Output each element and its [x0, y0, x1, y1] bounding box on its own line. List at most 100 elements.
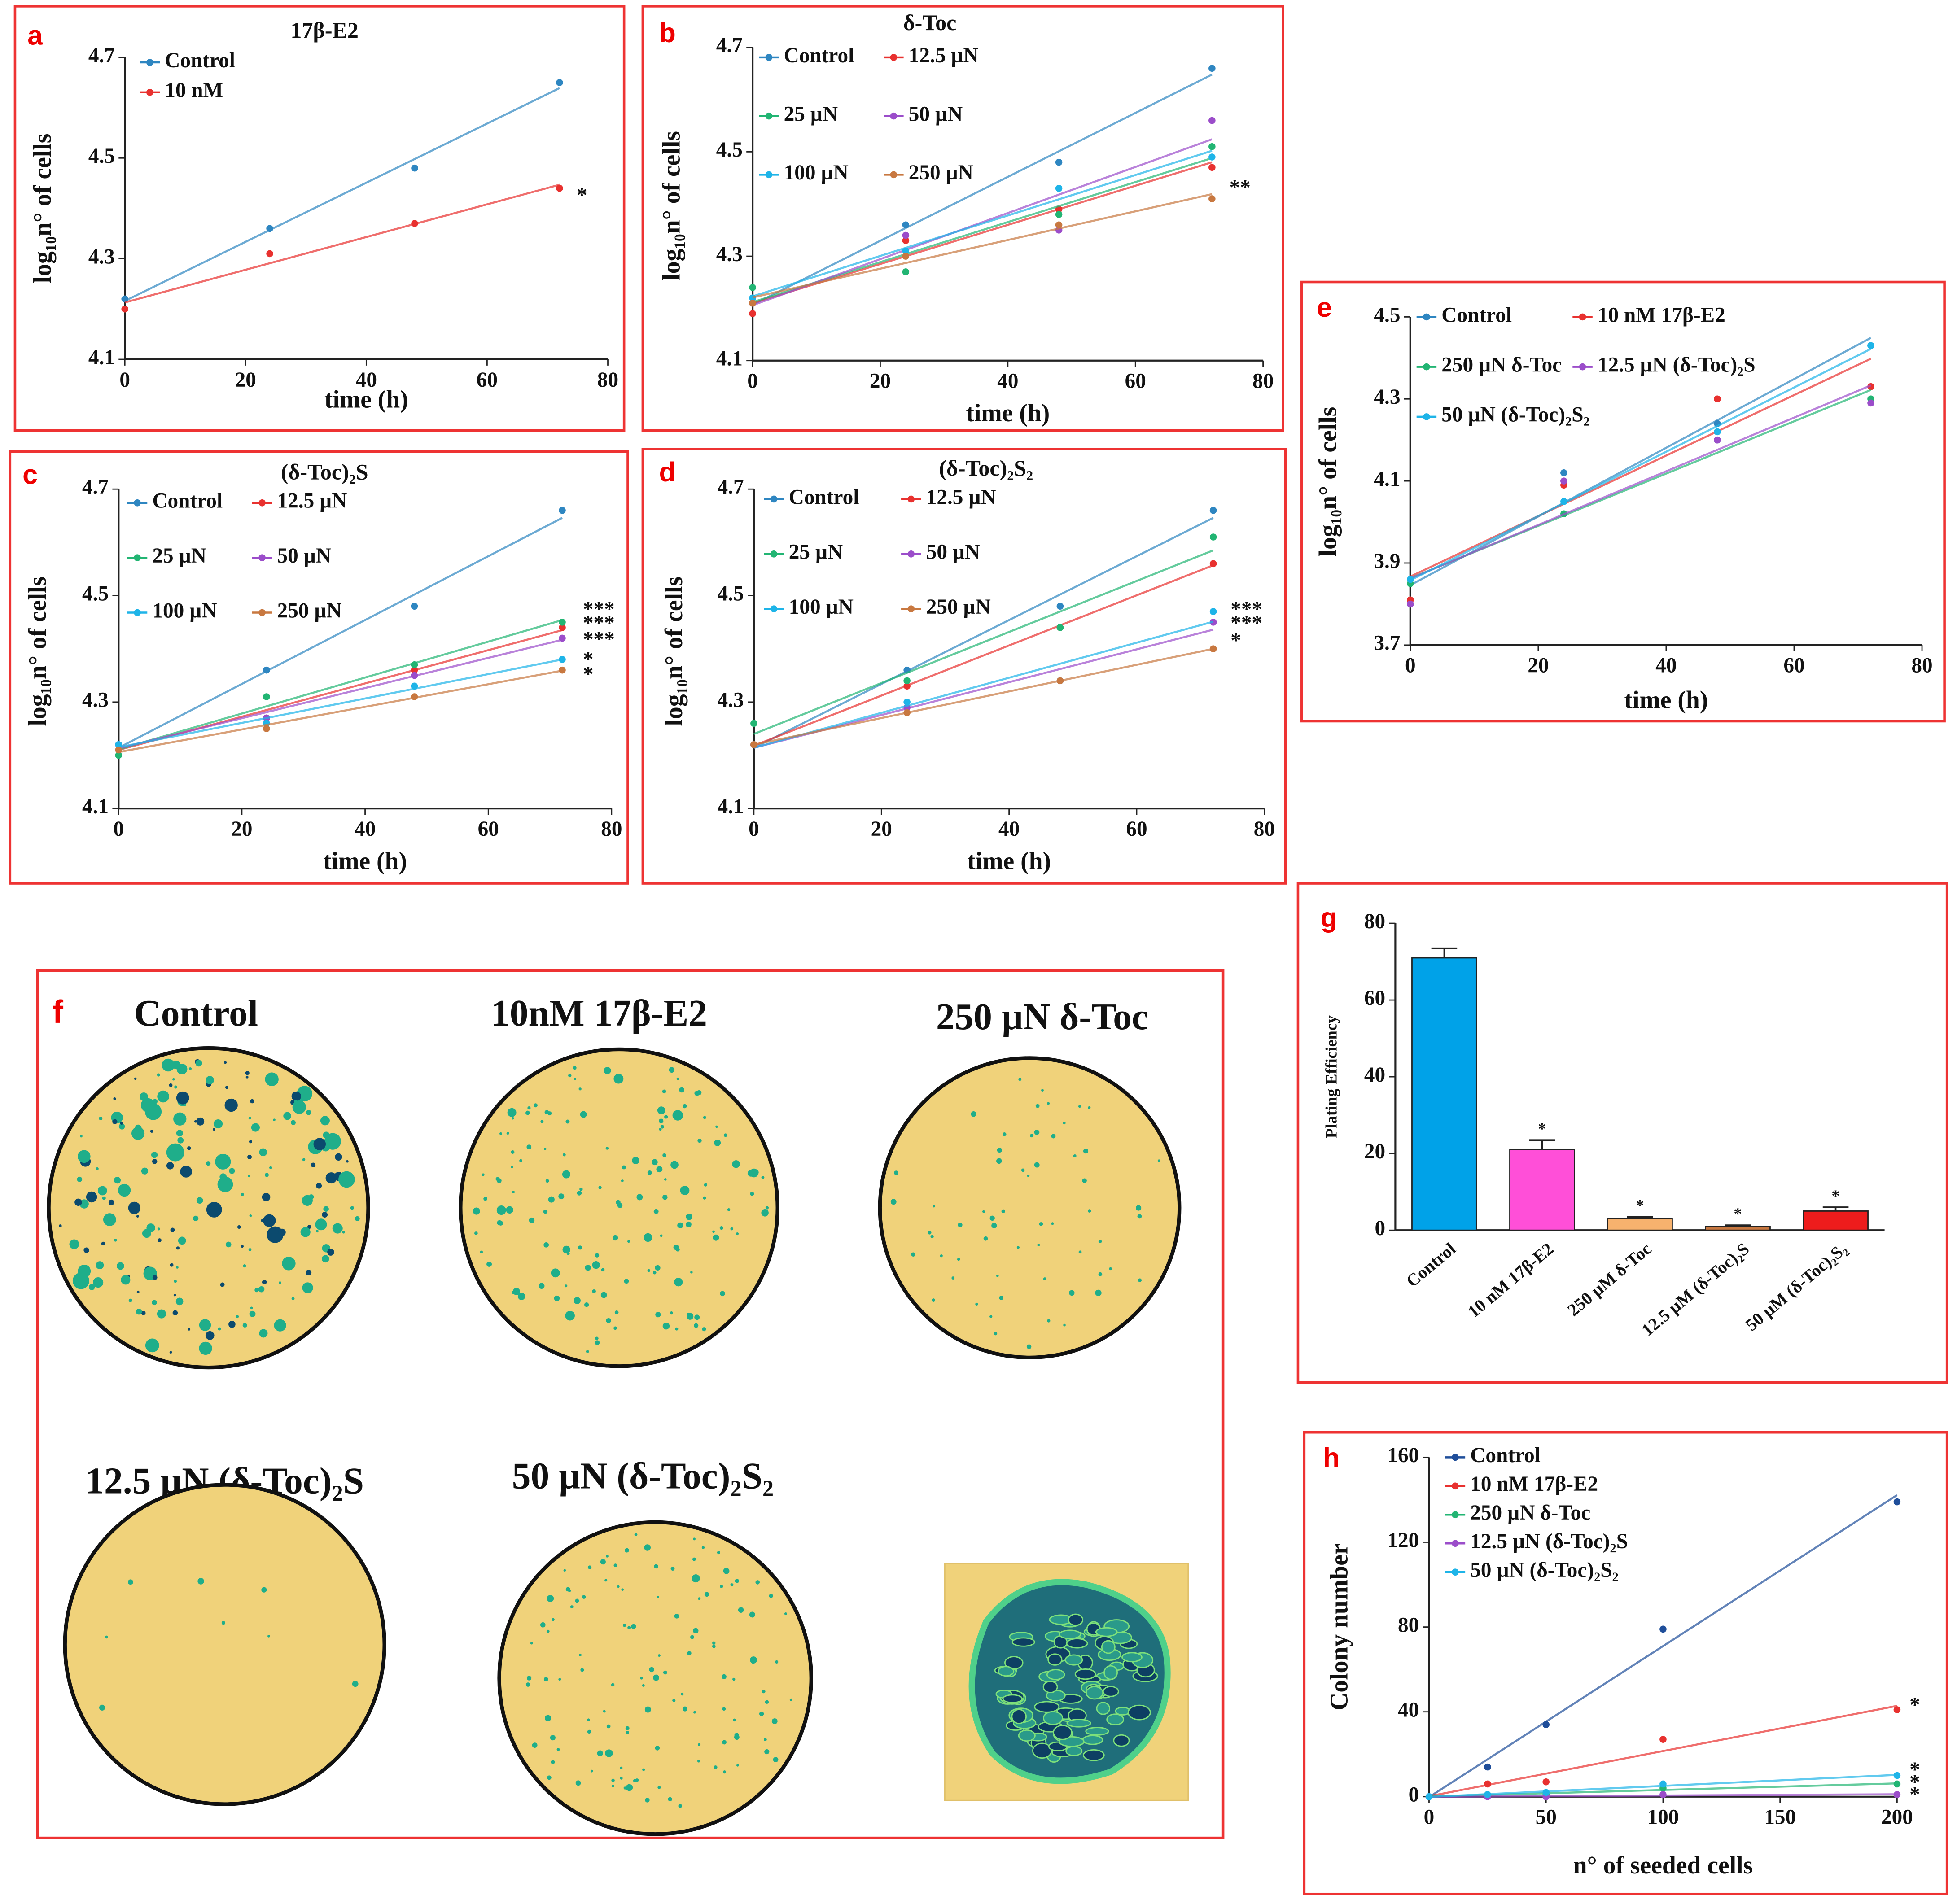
- colony: [157, 1090, 169, 1103]
- colony: [78, 1150, 91, 1163]
- data-point: [749, 284, 756, 291]
- colony: [539, 1283, 545, 1289]
- colony: [261, 1587, 267, 1593]
- colony: [664, 1178, 667, 1181]
- colony: [212, 1128, 215, 1131]
- colony: [652, 1159, 658, 1166]
- trend-line: [753, 620, 1214, 749]
- trend-line: [118, 669, 563, 753]
- colony: [655, 1312, 661, 1318]
- error-bar: [1627, 1216, 1653, 1219]
- colony: [654, 1564, 658, 1569]
- colony: [657, 1106, 665, 1114]
- legend-label: 10 nM: [165, 79, 223, 102]
- colony: [698, 1597, 701, 1600]
- colony: [640, 1676, 643, 1680]
- colony: [578, 1653, 582, 1657]
- colony: [563, 1569, 566, 1572]
- colony: [199, 1319, 211, 1331]
- colony: [136, 1308, 142, 1315]
- colony: [99, 1704, 105, 1711]
- x-tick-label: 80: [601, 817, 622, 841]
- colony: [323, 1131, 330, 1139]
- colony: [556, 1748, 560, 1751]
- data-point: [1560, 477, 1567, 485]
- colony: [108, 1199, 114, 1205]
- colony: [605, 1749, 613, 1757]
- colony: [686, 1214, 692, 1220]
- colony: [670, 1161, 679, 1169]
- colony: [1035, 1104, 1040, 1108]
- colony: [734, 1733, 739, 1738]
- colony: [662, 1322, 670, 1330]
- colony: [218, 1327, 221, 1331]
- colony: [247, 1154, 252, 1159]
- chart-title: (δ-Toc)₂S: [281, 459, 368, 484]
- colony: [88, 1284, 95, 1290]
- y-tick-label: 4.7: [82, 476, 109, 499]
- legend-marker: [1452, 1568, 1459, 1576]
- x-tick-label: 60: [1126, 817, 1147, 841]
- colony: [714, 1139, 721, 1146]
- data-point: [903, 682, 911, 690]
- legend-label: Control: [789, 485, 859, 509]
- colony: [1034, 1162, 1040, 1168]
- data-point: [1542, 1778, 1550, 1786]
- colony: [79, 1135, 83, 1138]
- colony: [114, 1114, 118, 1118]
- colony: [519, 1159, 523, 1162]
- colony: [306, 1270, 312, 1276]
- colony: [764, 1749, 770, 1755]
- y-tick-label: 160: [1387, 1444, 1419, 1467]
- chart-title: 17β-E2: [290, 17, 359, 43]
- colony: [199, 1341, 212, 1355]
- plate-title: 50 µN (δ-Toc)₂S₂: [512, 1456, 774, 1497]
- colony: [580, 1668, 584, 1672]
- legend-marker: [907, 495, 915, 503]
- colony: [680, 1692, 684, 1696]
- x-tick-label: 50: [1536, 1806, 1557, 1829]
- colony: [662, 1089, 666, 1094]
- trend-line: [1410, 337, 1872, 586]
- colony: [704, 1592, 709, 1597]
- x-tick-label: 40: [998, 817, 1020, 841]
- data-point: [1209, 533, 1217, 541]
- colony: [1037, 1243, 1040, 1247]
- cell: [1042, 1681, 1058, 1694]
- colony: [736, 1232, 739, 1236]
- y-axis-label: log₁₀n° of cells: [1314, 407, 1342, 557]
- colony: [712, 1230, 715, 1233]
- colony: [562, 1153, 566, 1157]
- colony: [178, 1236, 186, 1245]
- colony: [197, 1578, 204, 1585]
- colony: [1051, 1222, 1054, 1225]
- colony: [1026, 1344, 1032, 1349]
- colony: [169, 1351, 172, 1354]
- colony: [751, 1659, 755, 1664]
- colony: [135, 1124, 142, 1131]
- colony: [243, 1264, 246, 1268]
- colony: [678, 1804, 682, 1808]
- colony: [157, 1309, 166, 1319]
- annotation: *: [1734, 1205, 1742, 1223]
- x-tick-label: 0: [1424, 1806, 1435, 1829]
- trend-line: [124, 87, 560, 302]
- legend-label: 100 µN: [784, 161, 849, 184]
- data-point: [559, 619, 566, 626]
- colony: [558, 1193, 565, 1200]
- colony: [152, 1300, 157, 1306]
- colony: [1030, 1134, 1034, 1138]
- x-tick-label: 80: [1911, 654, 1932, 677]
- bar: [1411, 957, 1477, 1231]
- colony: [547, 1595, 554, 1602]
- legend-label: 12.5 µN: [909, 44, 979, 67]
- legend-label: 10 nM 17β-E2: [1598, 303, 1725, 327]
- colony: [170, 1227, 175, 1232]
- colony: [511, 1117, 514, 1120]
- colony: [112, 1119, 118, 1124]
- colony: [732, 1160, 740, 1168]
- colony: [118, 1123, 125, 1130]
- colony: [259, 1329, 268, 1338]
- data-point: [115, 746, 123, 754]
- colony: [152, 1159, 158, 1164]
